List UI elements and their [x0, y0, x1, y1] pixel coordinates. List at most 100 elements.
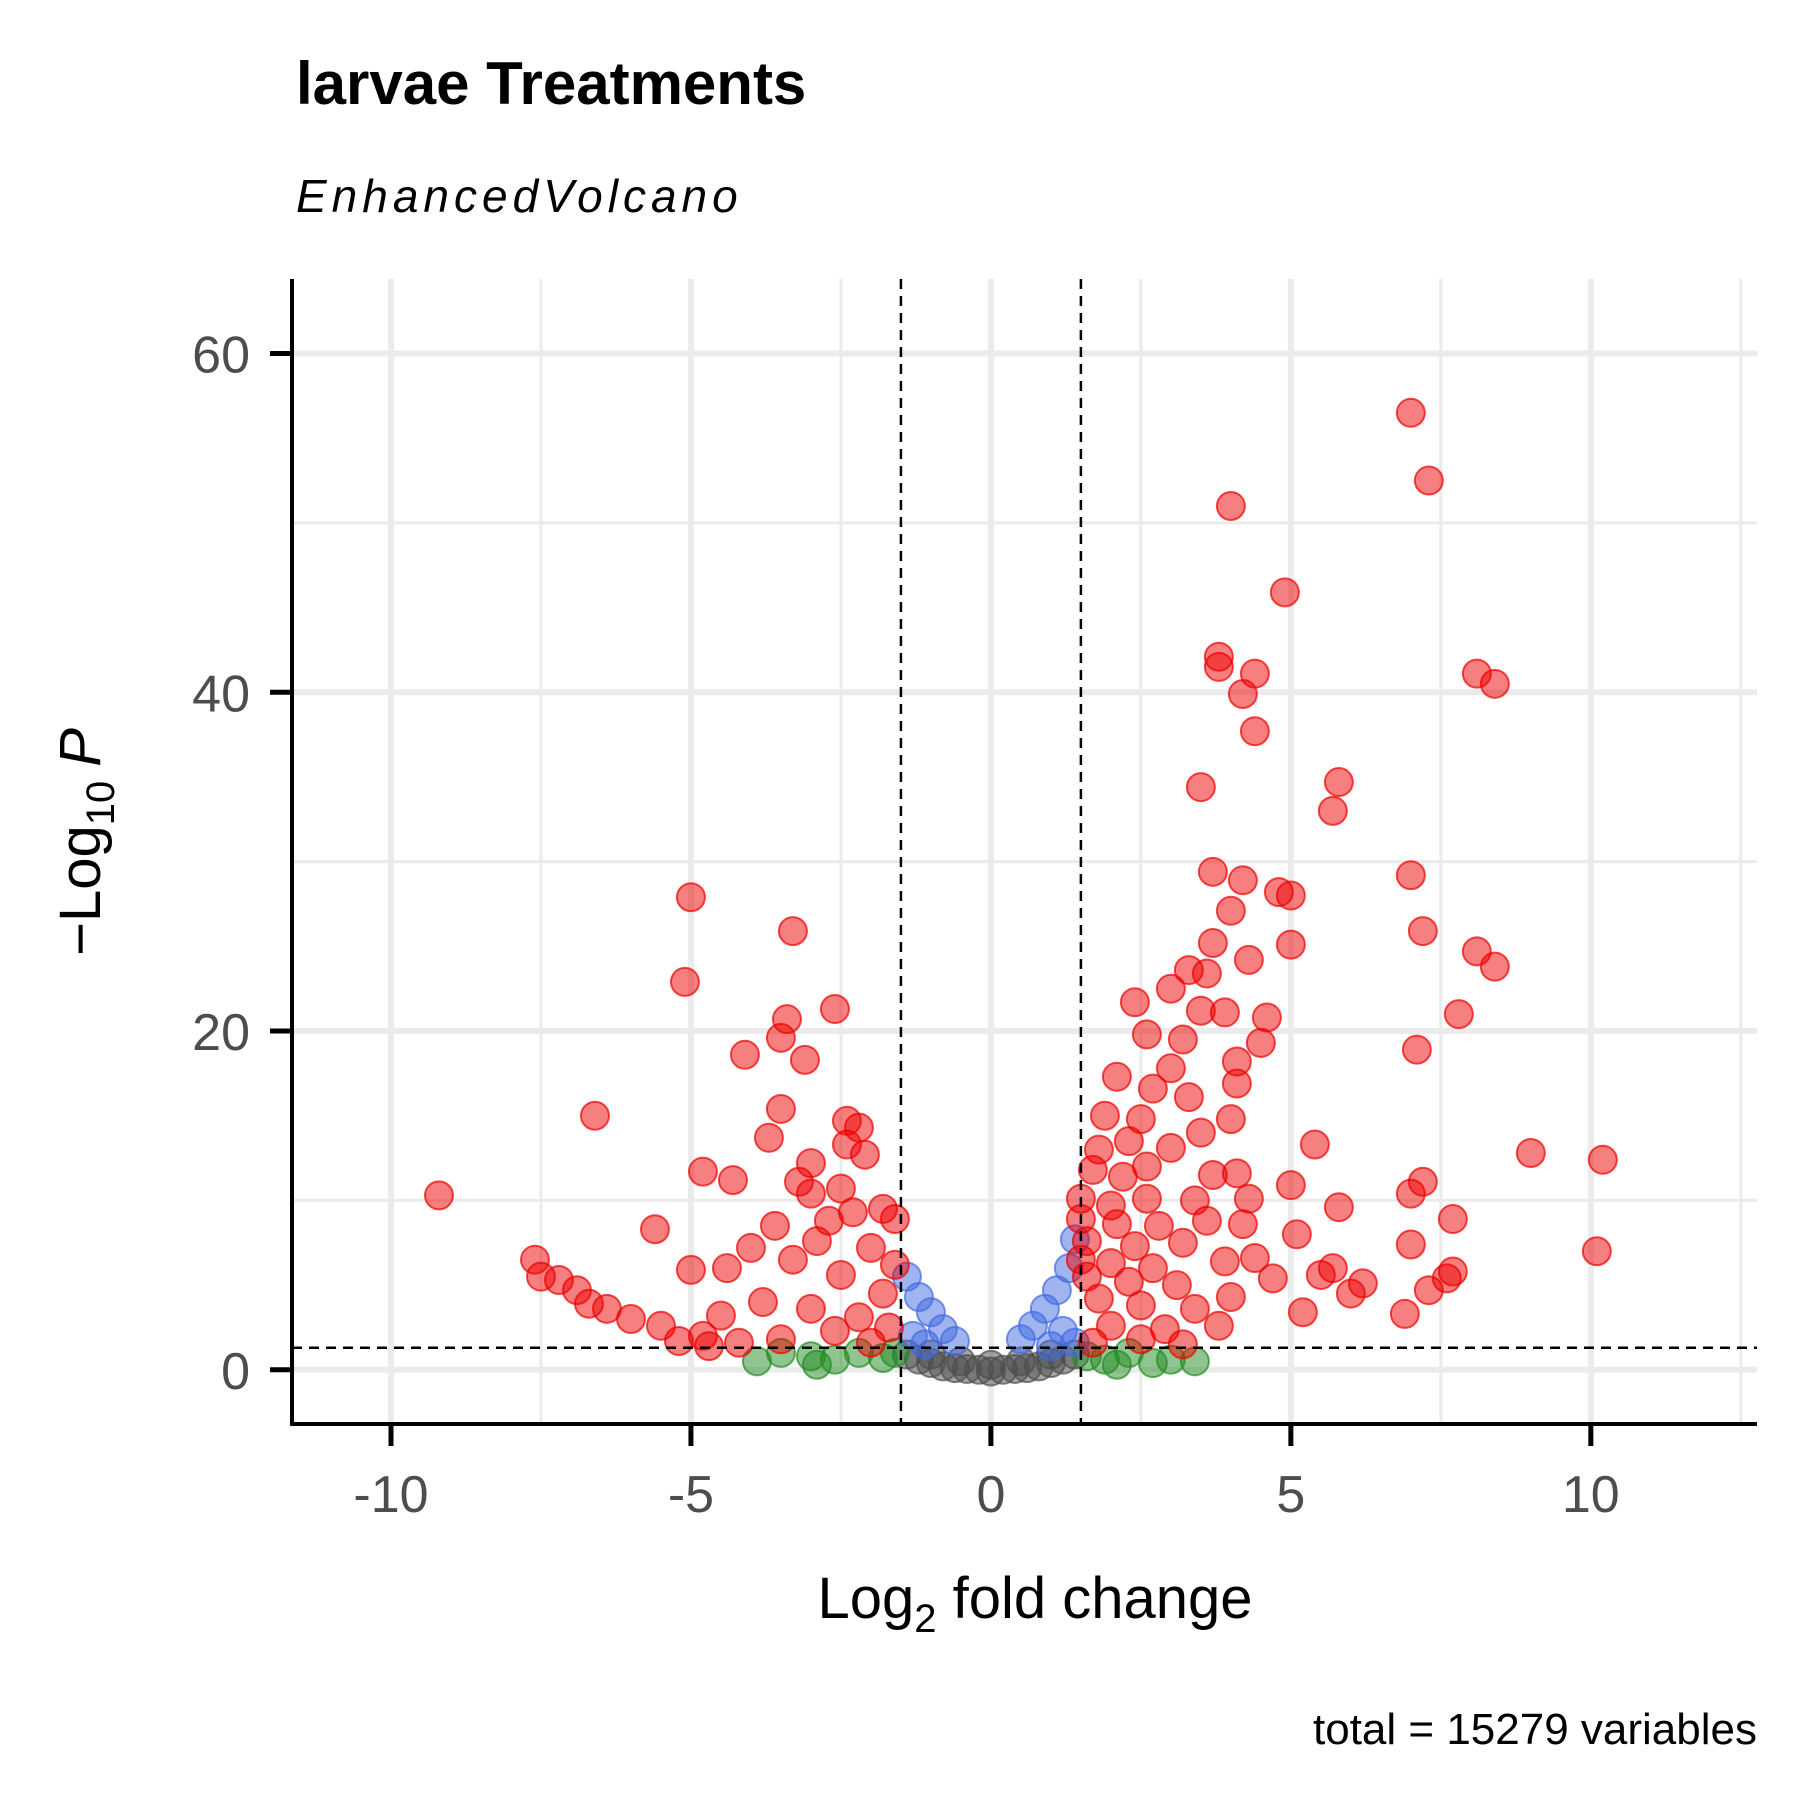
- x-axis-label-rest: fold change: [937, 1566, 1253, 1631]
- point: [1221, 1158, 1252, 1189]
- point: [849, 1139, 880, 1170]
- point: [639, 1214, 670, 1245]
- point: [1089, 1100, 1120, 1131]
- point: [1113, 1126, 1144, 1157]
- point: [1215, 1104, 1246, 1135]
- point: [1131, 1151, 1162, 1182]
- point: [1407, 916, 1438, 947]
- point: [705, 1300, 736, 1331]
- point: [1227, 678, 1258, 709]
- point: [759, 1210, 790, 1241]
- x-axis-label-text: Log: [817, 1566, 914, 1631]
- point: [1245, 1027, 1276, 1058]
- point: [819, 994, 850, 1025]
- point: [771, 1004, 802, 1035]
- point: [1005, 1324, 1036, 1355]
- y-tick-label: 0: [221, 1343, 250, 1401]
- point: [1395, 860, 1426, 891]
- point: [693, 1331, 724, 1362]
- point-series: [891, 1339, 1090, 1387]
- point: [675, 882, 706, 913]
- point: [1479, 668, 1510, 699]
- point: [1095, 1248, 1126, 1279]
- y-tick-label: 40: [192, 665, 250, 723]
- point: [1437, 1204, 1468, 1235]
- point: [1479, 951, 1510, 982]
- point: [1155, 973, 1186, 1004]
- point: [1275, 1170, 1306, 1201]
- caption: total = 15279 variables: [1313, 1705, 1757, 1754]
- x-tick-label: -10: [353, 1466, 428, 1524]
- point: [1581, 1236, 1612, 1267]
- point: [1233, 1183, 1264, 1214]
- x-tick-label: 0: [976, 1466, 1005, 1524]
- point: [1323, 767, 1354, 798]
- point: [1191, 1205, 1222, 1236]
- point: [1215, 1281, 1246, 1312]
- point: [669, 966, 700, 997]
- point: [939, 1326, 970, 1357]
- point: [1101, 1061, 1132, 1092]
- point: [579, 1100, 610, 1131]
- chart-title: larvae Treatments: [296, 50, 806, 117]
- point: [1239, 716, 1270, 747]
- point: [1317, 795, 1348, 826]
- point: [1155, 1132, 1186, 1163]
- point: [729, 1039, 760, 1070]
- point-series: [423, 397, 1618, 1362]
- point: [801, 1349, 832, 1380]
- point: [855, 1327, 886, 1358]
- point: [1197, 927, 1228, 958]
- point: [1131, 1019, 1162, 1050]
- point: [825, 1173, 856, 1204]
- point: [1221, 1068, 1252, 1099]
- point: [1413, 465, 1444, 496]
- point: [1395, 1229, 1426, 1260]
- x-axis-label: Log2 fold change: [817, 1566, 1252, 1641]
- point: [615, 1303, 646, 1334]
- point: [765, 1324, 796, 1355]
- point: [1203, 651, 1234, 682]
- point: [1083, 1283, 1114, 1314]
- point: [1227, 1209, 1258, 1240]
- point: [1077, 1154, 1108, 1185]
- point: [675, 1254, 706, 1285]
- y-tick-label: 20: [192, 1004, 250, 1062]
- point: [1173, 1082, 1204, 1113]
- point: [1215, 490, 1246, 521]
- point: [723, 1327, 754, 1358]
- point: [1167, 1024, 1198, 1055]
- point: [1179, 1293, 1210, 1324]
- point: [975, 1349, 1006, 1380]
- point: [1323, 1192, 1354, 1223]
- point: [753, 1122, 784, 1153]
- point: [1185, 1117, 1216, 1148]
- y-tick-label: 60: [192, 327, 250, 385]
- grid: [292, 279, 1757, 1424]
- point: [1233, 944, 1264, 975]
- point: [879, 1204, 910, 1235]
- point: [1275, 929, 1306, 960]
- point-series: [891, 1224, 1090, 1362]
- point: [1125, 1324, 1156, 1355]
- point: [1395, 397, 1426, 428]
- point: [1203, 1310, 1234, 1341]
- point: [1035, 1331, 1066, 1362]
- point: [1395, 1178, 1426, 1209]
- y-axis-label-text: −Log: [48, 825, 113, 956]
- point: [1257, 1263, 1288, 1294]
- y-axis-label-rest: P: [48, 728, 113, 767]
- point: [777, 916, 808, 947]
- point: [867, 1278, 898, 1309]
- point: [795, 1148, 826, 1179]
- point: [855, 1232, 886, 1263]
- point: [1281, 1219, 1312, 1250]
- point: [1437, 1256, 1468, 1287]
- point: [1587, 1144, 1618, 1175]
- point: [837, 1197, 868, 1228]
- y-axis-label-sub: 10: [79, 781, 123, 826]
- point: [747, 1287, 778, 1318]
- point: [789, 1044, 820, 1075]
- point: [1335, 1278, 1366, 1309]
